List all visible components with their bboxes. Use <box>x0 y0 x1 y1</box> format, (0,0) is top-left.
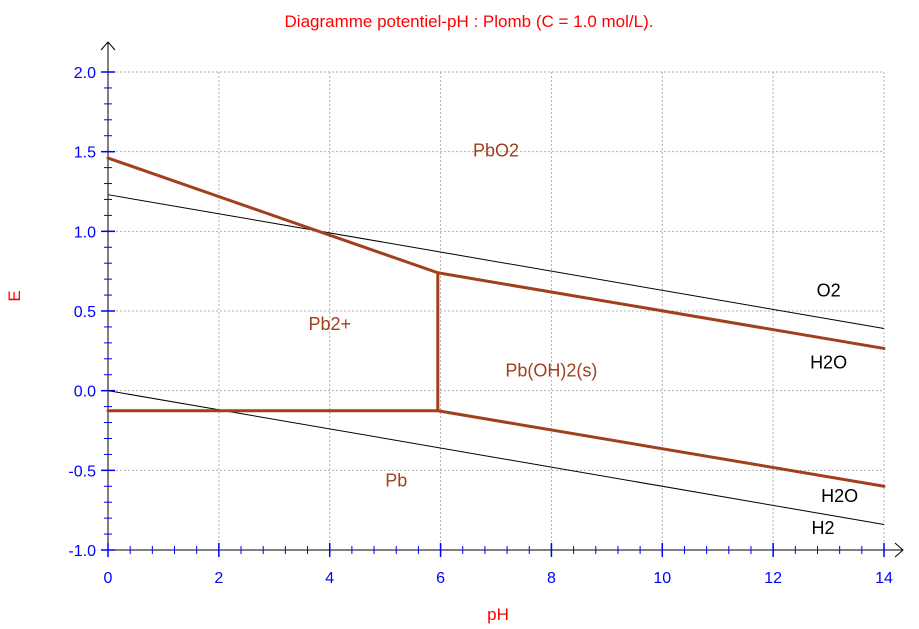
boundary-line <box>436 271 886 350</box>
y-tick-label: 2.0 <box>74 65 96 82</box>
region-label: Pb(OH)2(s) <box>505 360 597 380</box>
x-tick-label: 14 <box>875 570 893 587</box>
water-label: H2O <box>810 352 847 372</box>
x-tick-label: 10 <box>653 570 671 587</box>
chart-title: Diagramme potentiel-pH : Plomb (C = 1.0 … <box>285 12 654 31</box>
x-tick-label: 12 <box>764 570 782 587</box>
x-axis-label: pH <box>487 605 509 624</box>
y-tick-label: 1.5 <box>74 145 96 162</box>
region-label: Pb <box>385 470 407 490</box>
boundary-line <box>436 409 886 488</box>
x-axis-arrow-icon <box>894 542 904 558</box>
y-axis-arrow-icon <box>100 41 116 51</box>
water-lines <box>107 194 885 525</box>
y-tick-label: 0.0 <box>74 384 96 401</box>
y-axis-label: E <box>5 290 24 301</box>
axes <box>100 41 904 558</box>
y-tick-label: 0.5 <box>74 304 96 321</box>
y-tick-label: -0.5 <box>68 463 96 480</box>
y-tick-label: -1.0 <box>68 543 96 560</box>
x-tick-label: 2 <box>214 570 223 587</box>
x-tick-label: 0 <box>104 570 113 587</box>
boundary-lines <box>106 156 886 488</box>
x-tick-label: 4 <box>325 570 334 587</box>
ticks: 0 2 4 6 8 10 12 14 -1.0 -0.5 0.0 0.5 1.0 1.5 2.0 <box>68 65 893 587</box>
water-line <box>107 390 885 525</box>
region-label: Pb2+ <box>308 314 351 334</box>
y-tick-label: 1.0 <box>74 224 96 241</box>
water-label: H2 <box>812 518 835 538</box>
water-label: O2 <box>817 281 841 301</box>
x-tick-label: 6 <box>436 570 445 587</box>
x-tick-label: 8 <box>547 570 556 587</box>
boundary-line <box>106 156 440 275</box>
water-line <box>107 194 885 330</box>
grid <box>108 71 885 550</box>
water-label: H2O <box>821 486 858 506</box>
region-label: PbO2 <box>473 140 519 160</box>
